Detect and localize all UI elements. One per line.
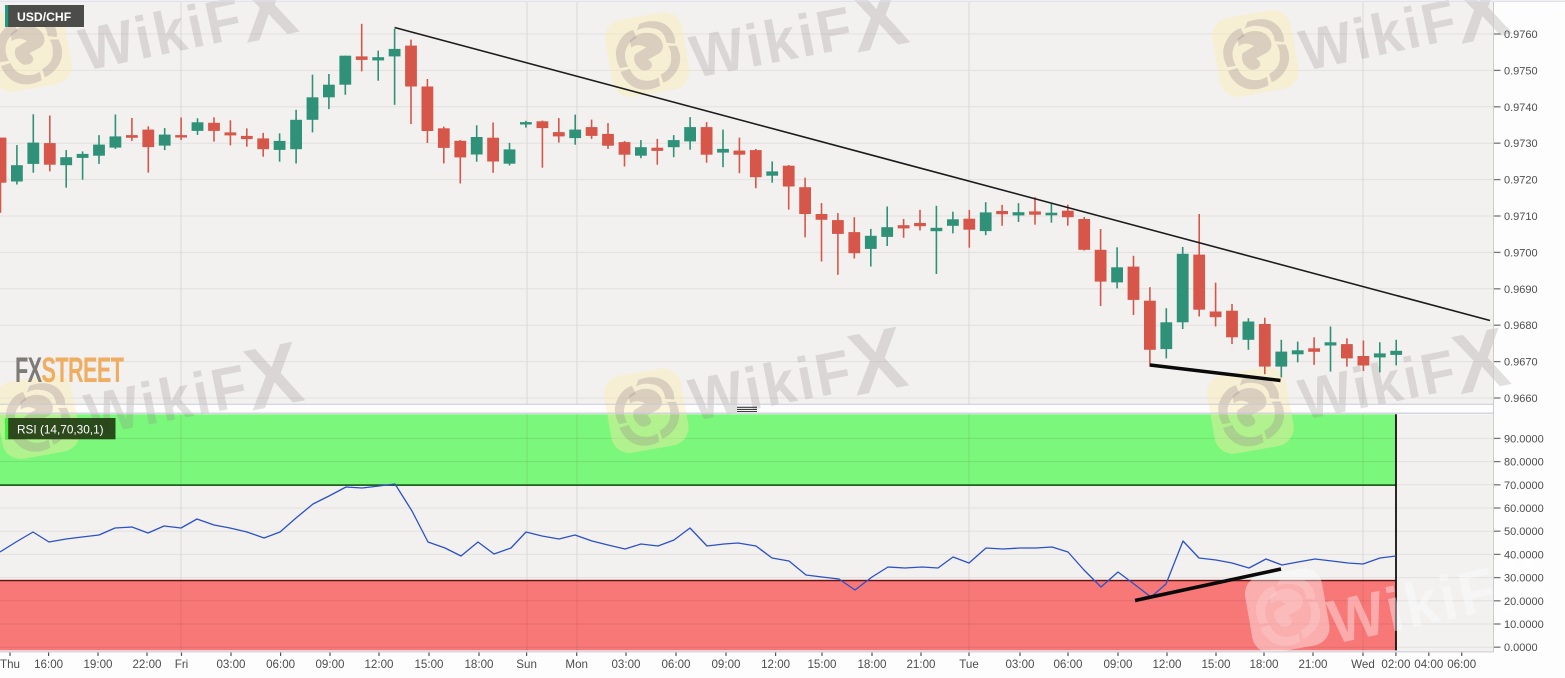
svg-text:22:00: 22:00: [132, 658, 161, 671]
svg-text:Mon: Mon: [565, 658, 588, 671]
svg-text:12:00: 12:00: [761, 658, 790, 671]
svg-text:0.9760: 0.9760: [1504, 29, 1538, 41]
svg-text:0.9670: 0.9670: [1504, 357, 1538, 369]
svg-text:03:00: 03:00: [611, 658, 640, 671]
svg-text:90.0000: 90.0000: [1504, 433, 1544, 445]
svg-text:80.0000: 80.0000: [1504, 457, 1544, 469]
svg-text:50.0000: 50.0000: [1504, 526, 1544, 538]
svg-text:0.9690: 0.9690: [1504, 284, 1538, 296]
svg-text:06:00: 06:00: [266, 658, 295, 671]
svg-text:18:00: 18:00: [857, 658, 886, 671]
svg-text:06:00: 06:00: [1447, 658, 1476, 671]
svg-text:0.9710: 0.9710: [1504, 211, 1538, 223]
svg-text:19:00: 19:00: [83, 658, 112, 671]
svg-text:12:00: 12:00: [364, 658, 393, 671]
svg-text:0.9730: 0.9730: [1504, 138, 1538, 150]
svg-text:0.9660: 0.9660: [1504, 393, 1538, 405]
svg-text:Fri: Fri: [175, 658, 189, 671]
svg-text:10.0000: 10.0000: [1504, 619, 1544, 631]
svg-text:02:00: 02:00: [1381, 658, 1410, 671]
svg-text:15:00: 15:00: [414, 658, 443, 671]
svg-text:03:00: 03:00: [216, 658, 245, 671]
svg-text:15:00: 15:00: [807, 658, 836, 671]
svg-text:04:00: 04:00: [1414, 658, 1443, 671]
svg-text:Tue: Tue: [959, 658, 979, 671]
svg-text:Thu: Thu: [0, 658, 20, 671]
svg-text:18:00: 18:00: [464, 658, 493, 671]
svg-text:0.9680: 0.9680: [1504, 320, 1538, 332]
svg-text:70.0000: 70.0000: [1504, 480, 1544, 492]
svg-text:Wed: Wed: [1351, 658, 1375, 671]
svg-text:0.9700: 0.9700: [1504, 247, 1538, 259]
svg-text:20.0000: 20.0000: [1504, 596, 1544, 608]
svg-text:0.9750: 0.9750: [1504, 65, 1538, 77]
svg-text:18:00: 18:00: [1249, 658, 1278, 671]
svg-text:60.0000: 60.0000: [1504, 503, 1544, 515]
svg-text:0.0000: 0.0000: [1504, 642, 1538, 654]
svg-text:09:00: 09:00: [315, 658, 344, 671]
svg-text:Sun: Sun: [516, 658, 537, 671]
svg-text:40.0000: 40.0000: [1504, 549, 1544, 561]
svg-text:FXSTREET: FXSTREET: [15, 352, 124, 390]
svg-text:USD/CHF: USD/CHF: [17, 10, 71, 24]
svg-text:06:00: 06:00: [661, 658, 690, 671]
svg-text:0.9720: 0.9720: [1504, 175, 1538, 187]
svg-text:RSI (14,70,30,1): RSI (14,70,30,1): [17, 423, 104, 437]
svg-text:06:00: 06:00: [1053, 658, 1082, 671]
svg-text:12:00: 12:00: [1152, 658, 1181, 671]
svg-text:09:00: 09:00: [1103, 658, 1132, 671]
svg-text:16:00: 16:00: [34, 658, 63, 671]
svg-text:21:00: 21:00: [906, 658, 935, 671]
svg-text:30.0000: 30.0000: [1504, 573, 1544, 585]
svg-text:21:00: 21:00: [1298, 658, 1327, 671]
svg-text:15:00: 15:00: [1201, 658, 1230, 671]
svg-text:0.9740: 0.9740: [1504, 102, 1538, 114]
svg-text:09:00: 09:00: [711, 658, 740, 671]
svg-text:03:00: 03:00: [1005, 658, 1034, 671]
